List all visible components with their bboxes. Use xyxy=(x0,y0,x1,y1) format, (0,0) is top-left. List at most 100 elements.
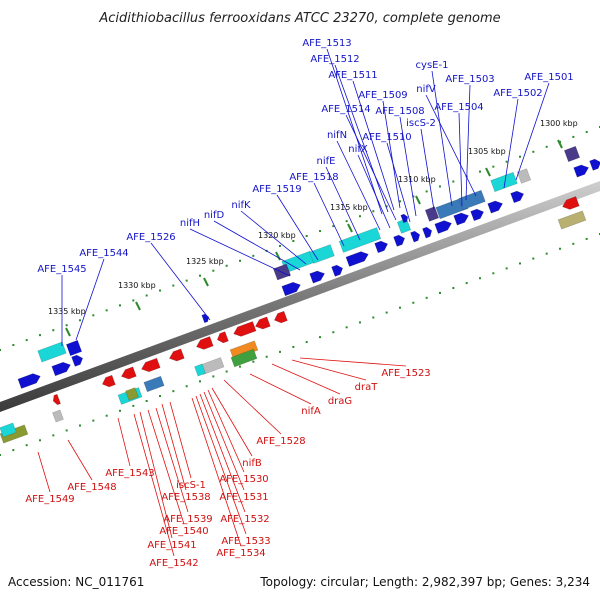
forward-gene xyxy=(422,226,433,239)
outer-dot xyxy=(0,349,1,351)
outer-dot xyxy=(52,329,55,332)
inner-dot xyxy=(239,365,241,368)
reverse-gene-label: draG xyxy=(328,396,352,407)
forward-gene-label: nifD xyxy=(204,210,225,221)
outer-dot xyxy=(79,319,81,322)
reverse-leader-line xyxy=(117,417,131,467)
inner-dot xyxy=(225,370,228,373)
forward-gene-label: nifX xyxy=(348,144,368,155)
reverse-block xyxy=(230,348,258,368)
forward-gene-label: AFE_1513 xyxy=(302,38,351,49)
forward-leader-line xyxy=(276,194,319,261)
reverse-leader-line xyxy=(299,357,407,367)
forward-gene-label: AFE_1514 xyxy=(321,104,370,115)
forward-gene-label: AFE_1526 xyxy=(126,232,175,243)
forward-gene-label: nifK xyxy=(231,200,251,211)
reverse-leader-line xyxy=(249,373,312,405)
scale-ticks: 1300 kbp 1305 kbp 1310 kbp 1315 kbp 1320 kbp… xyxy=(48,119,578,337)
reverse-gene xyxy=(216,331,229,344)
inner-dot xyxy=(185,385,188,388)
forward-leader-line xyxy=(357,154,391,229)
inner-dot xyxy=(505,267,508,270)
outer-dot xyxy=(39,334,41,337)
inner-dot xyxy=(559,247,561,250)
forward-gene xyxy=(434,220,452,234)
forward-label-lines xyxy=(61,48,550,346)
reverse-gene xyxy=(52,393,61,406)
outer-dot xyxy=(439,185,441,188)
forward-gene-label: cysE-1 xyxy=(416,60,449,71)
reverse-block xyxy=(125,387,139,401)
reverse-leader-line xyxy=(207,389,245,473)
reverse-gene xyxy=(562,196,580,210)
tick-mark xyxy=(415,195,421,205)
outer-dot xyxy=(159,289,161,292)
outer-dot xyxy=(479,170,481,173)
inner-dot xyxy=(532,257,535,260)
tick-label: 1305 kbp xyxy=(468,147,506,156)
outer-dot xyxy=(185,279,188,282)
tick-label: 1330 kbp xyxy=(118,281,156,290)
inner-dot xyxy=(252,360,255,363)
outer-dot xyxy=(252,254,255,257)
forward-gene-label: AFE_1518 xyxy=(289,172,338,183)
reverse-gene-label: AFE_1534 xyxy=(216,548,265,559)
forward-gene xyxy=(345,251,369,267)
outer-dot xyxy=(292,239,295,242)
inner-dot xyxy=(79,424,81,427)
genome-backbone xyxy=(0,181,600,412)
reverse-gene xyxy=(233,321,257,337)
inner-dot xyxy=(265,355,268,358)
reverse-leader-line xyxy=(155,407,189,513)
forward-gene-label: AFE_1544 xyxy=(79,248,128,259)
forward-gene xyxy=(510,190,525,204)
inner-dot xyxy=(119,409,121,412)
outer-dot xyxy=(132,299,135,302)
inner-dot xyxy=(465,282,468,285)
reverse-leader-line xyxy=(133,413,175,557)
tick-mark xyxy=(275,251,281,261)
reverse-leader-line xyxy=(195,395,247,535)
inner-dot xyxy=(319,336,321,339)
outer-dot xyxy=(585,130,588,133)
forward-gene xyxy=(453,212,470,226)
reverse-leader-line xyxy=(271,363,341,395)
reverse-gene xyxy=(254,316,271,330)
forward-leader-line xyxy=(515,82,550,181)
outer-dot xyxy=(199,274,201,277)
inner-dot xyxy=(305,341,308,344)
reverse-leader-line xyxy=(199,393,246,513)
forward-block xyxy=(309,244,335,264)
outer-dot xyxy=(372,210,375,213)
forward-block xyxy=(516,168,532,184)
tick-label: 1300 kbp xyxy=(540,119,578,128)
inner-dot xyxy=(25,444,28,447)
reverse-leader-line xyxy=(211,387,253,457)
inner-dot xyxy=(279,350,281,353)
outer-dot xyxy=(172,284,175,287)
forward-gene xyxy=(281,281,301,297)
forward-leader-line xyxy=(189,228,291,277)
inner-dot xyxy=(385,311,388,314)
outer-dot xyxy=(212,269,215,272)
tick-mark xyxy=(557,139,563,149)
reverse-gene-label: iscS-1 xyxy=(176,480,206,491)
inner-dot xyxy=(452,287,455,290)
reverse-gene-label: AFE_1539 xyxy=(163,514,212,525)
tick-label: 1320 kbp xyxy=(258,231,296,240)
forward-leader-line xyxy=(420,128,435,211)
forward-block xyxy=(424,206,440,222)
inner-dot xyxy=(479,277,481,280)
tick-mark xyxy=(203,277,209,287)
outer-dot xyxy=(412,195,415,198)
forward-gene xyxy=(487,200,504,214)
forward-leader-line xyxy=(313,182,345,247)
forward-gene xyxy=(573,164,590,178)
inner-dot xyxy=(145,399,148,402)
reverse-leader-line xyxy=(203,391,245,491)
tick-mark xyxy=(485,167,491,177)
reverse-leader-line xyxy=(139,411,173,539)
reverse-leader-line xyxy=(67,439,93,481)
inner-dot xyxy=(39,439,41,442)
